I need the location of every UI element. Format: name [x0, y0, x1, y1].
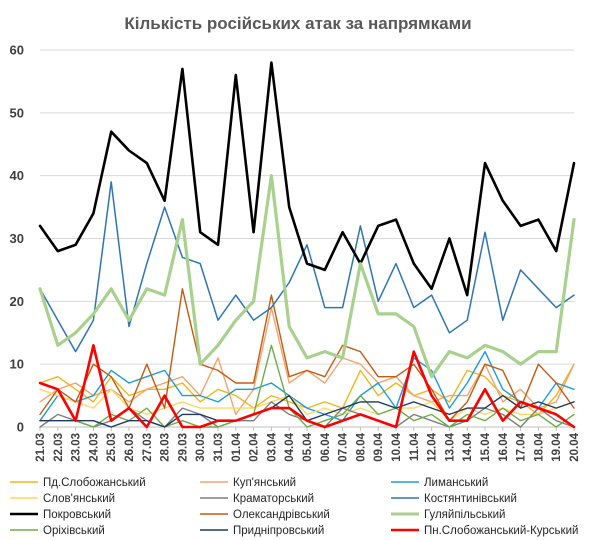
x-tick-label: 29.03: [177, 433, 189, 462]
series-line-2: [39, 350, 575, 422]
legend-label-1: Куп'янський: [233, 477, 296, 489]
x-tick-label: 16.04: [498, 432, 510, 461]
x-tick-label: 11.04: [409, 432, 421, 461]
x-tick-label: 02.04: [249, 432, 261, 461]
legend-label-2: Лиманський: [424, 477, 488, 489]
legend-label-6: Покровський: [43, 509, 111, 521]
gridlines: [40, 49, 574, 428]
legend-label-9: Оріхівський: [43, 525, 105, 537]
x-tick-label: 21.03: [35, 433, 47, 462]
legend: Пд.Слобожанський Куп'янський Лиманський Сло…: [10, 477, 578, 537]
x-tick-label: 12.04: [427, 432, 439, 461]
x-tick-label: 20.04: [569, 432, 581, 461]
x-tick-label: 13.04: [444, 432, 456, 461]
legend-label-10: Придніпровський: [233, 525, 324, 537]
legend-label-8: Гуляйпільський: [424, 509, 505, 521]
y-tick-label: 30: [10, 231, 24, 246]
x-tick-label: 14.04: [462, 432, 474, 461]
x-tick-label: 24.03: [88, 433, 100, 462]
x-tick-label: 26.03: [124, 433, 136, 462]
x-tick-label: 22.03: [53, 433, 65, 462]
y-tick-label: 20: [10, 294, 24, 309]
y-tick-label: 60: [10, 43, 24, 58]
legend-label-3: Слов'янський: [43, 493, 115, 505]
x-tick-label: 05.04: [302, 432, 314, 461]
x-tick-label: 17.04: [516, 432, 528, 461]
y-tick-label: 10: [10, 357, 24, 372]
x-tick-label: 25.03: [106, 433, 118, 462]
series-line-8: [38, 174, 576, 379]
x-tick-label: 09.04: [373, 432, 385, 461]
series-line-6: [38, 61, 576, 297]
x-tick-label: 10.04: [391, 432, 403, 461]
x-tick-label: 31.03: [213, 433, 225, 462]
series-lines: [38, 61, 576, 429]
x-tick-label: 23.03: [71, 433, 83, 462]
y-axis-ticks: 0 10 20 30 40 50 60: [10, 43, 24, 435]
x-tick-label: 27.03: [142, 433, 154, 462]
x-tick-label: 28.03: [160, 433, 172, 462]
x-axis-ticks: 21.03 22.03 23.03 24.03 25.03 26.03 27.03 28.03…: [35, 427, 581, 462]
legend-label-7: Олександрівський: [233, 509, 330, 521]
x-tick-label: 18.04: [533, 432, 545, 461]
chart-title: Кількість російських атак за напрямками: [124, 14, 471, 33]
x-tick-label: 03.04: [266, 432, 278, 461]
legend-label-4: Краматорський: [233, 493, 314, 505]
x-tick-label: 01.04: [231, 432, 243, 461]
y-tick-label: 50: [10, 105, 24, 120]
series-line-11: [38, 343, 576, 429]
x-tick-label: 19.04: [551, 432, 563, 461]
x-tick-label: 30.03: [195, 433, 207, 462]
series-line-5: [39, 181, 575, 353]
legend-label-11: Пн.Слобожанський-Курський: [424, 525, 578, 537]
y-tick-label: 0: [17, 420, 24, 435]
legend-label-0: Пд.Слобожанський: [43, 477, 146, 489]
y-tick-label: 40: [10, 168, 24, 183]
x-tick-label: 04.04: [284, 432, 296, 461]
x-tick-label: 08.04: [355, 432, 367, 461]
x-tick-label: 15.04: [480, 432, 492, 461]
x-tick-label: 07.04: [338, 432, 350, 461]
x-tick-label: 06.04: [320, 432, 332, 461]
legend-label-5: Костянтинівський: [424, 493, 517, 505]
